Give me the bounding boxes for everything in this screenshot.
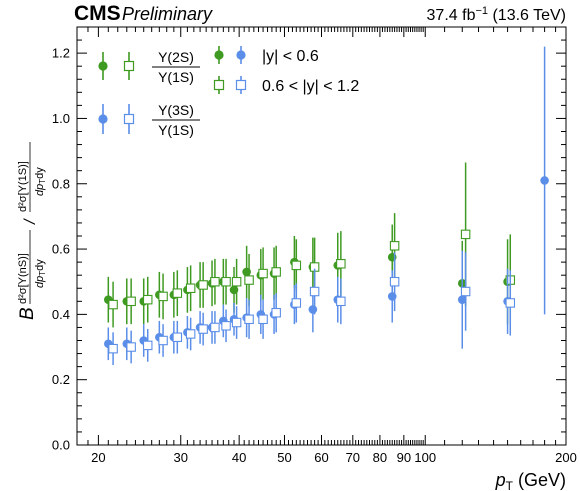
legend-rap-high-green [213, 79, 225, 91]
legend-2s-low-marker [98, 61, 108, 71]
series-2s-high [108, 162, 516, 328]
x-tick-label: 200 [555, 450, 577, 465]
series-3s-high [108, 252, 516, 365]
data-point [210, 322, 220, 333]
x-tick-label: 90 [397, 450, 411, 465]
data-point [389, 276, 400, 287]
x-tick-label: 50 [277, 450, 291, 465]
data-point [185, 329, 196, 339]
luminosity-label: 37.4 fb−1 (13.6 TeV) [427, 5, 566, 24]
data-point [309, 286, 320, 297]
legend-rap-low-label: |y| < 0.6 [262, 48, 319, 65]
y-tick-label: 0.0 [52, 438, 70, 453]
legend-3s-numerator: Υ(3S) [158, 102, 194, 118]
data-point [457, 295, 467, 304]
legend-3s-high-marker [123, 113, 135, 125]
y-title-separator: / [22, 218, 39, 225]
data-point [291, 260, 302, 271]
cms-label: CMS [74, 2, 121, 25]
y-tick-label: 0.8 [52, 176, 70, 191]
data-point [221, 321, 231, 331]
data-point [185, 283, 196, 293]
data-point [308, 305, 318, 314]
data-point [126, 296, 136, 307]
x-tick-label: 70 [346, 450, 360, 465]
y-title-num-right: d²σ[Υ(1S)] [17, 161, 29, 212]
data-point [460, 229, 471, 240]
data-point [244, 314, 254, 325]
data-point [158, 291, 168, 302]
legend-rap-high-blue [235, 79, 247, 91]
legend-3s-denominator: Υ(1S) [158, 122, 194, 138]
x-tick-label: 100 [414, 450, 436, 465]
data-point [258, 268, 268, 279]
data-point [540, 176, 549, 185]
y-tick-label: 1.0 [52, 111, 70, 126]
preliminary-label: Preliminary [122, 4, 213, 24]
data-point [172, 288, 183, 298]
data-point [108, 343, 118, 354]
legend-3s-low-marker [98, 114, 108, 124]
series-2s-low [104, 224, 512, 326]
data-point [126, 342, 136, 352]
x-tick-label: 30 [174, 450, 188, 465]
data-point [336, 259, 346, 269]
legend-2s-high-marker [123, 60, 135, 72]
data-point [336, 296, 346, 307]
y-title-den-right: dpTdy [34, 167, 47, 196]
y-axis-title: B d²σ[Υ(nS)] dpTdy / d²σ[Υ(1S)] dpTdy [17, 142, 47, 320]
x-tick-label: 60 [314, 450, 328, 465]
data-point [221, 276, 231, 287]
x-tick-label: 40 [232, 450, 246, 465]
data-point [271, 307, 281, 318]
axis-ticks: 0.0 0.2 0.4 0.6 0.8 1.0 1.2 20 30 40 50 60 70 80 90 100… [52, 27, 577, 465]
legend-rap-low-green [214, 50, 224, 60]
legend-2s-numerator: Υ(2S) [158, 49, 194, 65]
data-point [172, 332, 183, 342]
y-title-num-left: d²σ[Υ(nS)] [17, 253, 29, 304]
data-point [231, 276, 242, 287]
x-tick-label: 80 [373, 450, 387, 465]
data-point [158, 335, 168, 346]
data-point [389, 241, 400, 251]
x-tick-label: 20 [91, 450, 105, 465]
data-point [198, 280, 208, 290]
legend-rap-high-label: 0.6 < |y| < 1.2 [262, 78, 359, 95]
data-point [231, 317, 242, 328]
y-title-den-left: dpTdy [34, 259, 47, 288]
y-tick-label: 0.4 [52, 307, 70, 322]
data-point [108, 299, 118, 310]
data-point [198, 324, 208, 334]
data-point [258, 314, 268, 325]
y-tick-label: 0.6 [52, 242, 70, 257]
x-axis-title: pT (GeV) [495, 470, 566, 491]
legend-rap-low-blue [236, 50, 246, 60]
data-point [271, 267, 281, 277]
legend-2s-denominator: Υ(1S) [158, 69, 194, 85]
y-tick-label: 0.2 [52, 372, 70, 387]
legend: Υ(2S) Υ(1S) Υ(3S) Υ(1S) |y| < 0.6 0.6 < … [98, 46, 359, 138]
data-point [142, 340, 153, 351]
data-points [104, 46, 549, 365]
data-point [505, 298, 516, 308]
data-point [244, 275, 254, 285]
data-point [210, 276, 220, 287]
y-tick-label: 1.2 [52, 46, 70, 61]
y-title-prefix: B [17, 307, 38, 320]
data-point [142, 294, 153, 305]
data-point [460, 286, 471, 297]
data-point [291, 298, 302, 308]
